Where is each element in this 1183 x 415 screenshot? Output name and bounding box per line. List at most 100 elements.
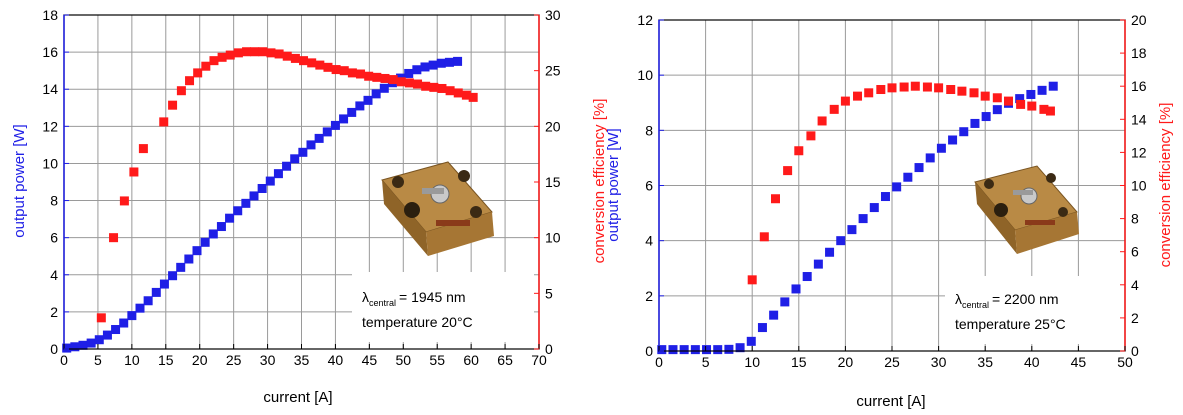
y-left-tick-label: 12 xyxy=(637,12,653,28)
efficiency-point xyxy=(453,88,463,98)
power-point xyxy=(363,95,373,105)
power-point xyxy=(746,336,756,346)
efficiency-point xyxy=(217,52,227,62)
power-point xyxy=(1026,89,1036,99)
power-point xyxy=(168,271,178,281)
y-right-tick-label: 0 xyxy=(1131,343,1139,359)
efficiency-point xyxy=(119,196,129,206)
efficiency-point xyxy=(969,88,979,98)
efficiency-series-right xyxy=(747,81,1055,285)
x-tick-label: 30 xyxy=(931,354,947,370)
y-right-tick-label: 2 xyxy=(1131,310,1139,326)
efficiency-point xyxy=(910,81,920,91)
lambda-label-left: λcentral = 1945 nm xyxy=(362,289,466,308)
efficiency-point xyxy=(339,66,349,76)
y-right-tick-label: 30 xyxy=(545,7,561,23)
x-tick-label: 30 xyxy=(260,352,276,368)
x-tick-label: 40 xyxy=(1024,354,1040,370)
efficiency-point xyxy=(957,86,967,96)
power-point xyxy=(959,127,969,137)
power-point xyxy=(657,345,667,355)
efficiency-point xyxy=(468,92,478,102)
power-point xyxy=(1015,94,1025,104)
efficiency-point xyxy=(1039,104,1049,114)
power-point xyxy=(436,58,446,68)
y-right-tick-label: 8 xyxy=(1131,211,1139,227)
efficiency-point xyxy=(887,83,897,93)
efficiency-point xyxy=(299,56,309,66)
y-left-tick-label: 10 xyxy=(637,67,653,83)
y-axis-label-right-efficiency: conversion efficiency [%] xyxy=(1157,103,1174,268)
power-point xyxy=(791,284,801,294)
efficiency-point xyxy=(1045,106,1055,116)
x-tick-label: 0 xyxy=(655,354,663,370)
efficiency-series-left xyxy=(96,47,478,323)
power-point xyxy=(914,163,924,173)
power-point xyxy=(176,262,186,272)
efficiency-point xyxy=(1027,101,1037,111)
efficiency-point xyxy=(404,78,414,88)
y-left-tick-label: 10 xyxy=(42,155,58,171)
efficiency-point xyxy=(331,65,341,75)
y-right-tick-label: 0 xyxy=(545,341,553,357)
power-point xyxy=(992,105,1002,115)
power-point xyxy=(330,120,340,130)
efficiency-point xyxy=(840,96,850,106)
efficiency-point xyxy=(109,233,119,243)
power-point xyxy=(428,60,438,70)
efficiency-point xyxy=(922,82,932,92)
temperature-label-right: temperature 25°C xyxy=(955,316,1066,332)
power-point xyxy=(78,340,88,350)
x-tick-label: 5 xyxy=(702,354,710,370)
power-series-left xyxy=(62,56,463,353)
y-left-tick-label: 4 xyxy=(645,233,653,249)
efficiency-point xyxy=(980,91,990,101)
power-point xyxy=(127,311,137,321)
efficiency-point xyxy=(747,275,757,285)
x-axis-label-left: current [A] xyxy=(263,389,332,406)
power-point xyxy=(322,127,332,137)
y-right-tick-label: 4 xyxy=(1131,277,1139,293)
y-left-tick-label: 2 xyxy=(50,304,58,320)
power-point xyxy=(86,338,96,348)
power-point xyxy=(880,192,890,202)
power-point xyxy=(282,161,292,171)
efficiency-point xyxy=(168,100,178,110)
efficiency-point xyxy=(461,90,471,100)
power-point xyxy=(135,303,145,313)
efficiency-point xyxy=(176,86,186,96)
efficiency-point xyxy=(290,53,300,63)
legend-box-right xyxy=(945,276,1125,344)
power-point xyxy=(757,323,767,333)
y-left-tick-label: 4 xyxy=(50,267,58,283)
x-tick-label: 35 xyxy=(294,352,310,368)
y-right-tick-label: 5 xyxy=(545,285,553,301)
power-point xyxy=(273,169,283,179)
x-tick-label: 40 xyxy=(328,352,344,368)
efficiency-point xyxy=(307,58,317,68)
efficiency-point xyxy=(1016,99,1026,109)
efficiency-point xyxy=(96,313,106,323)
axes-right: 0 5 10 15 20 25 30 35 40 45 5002468101202468101214… xyxy=(637,12,1146,370)
x-axis-label-right: current [A] xyxy=(856,393,925,410)
power-point xyxy=(1037,85,1047,95)
efficiency-point xyxy=(421,81,431,91)
power-point xyxy=(200,237,210,247)
efficiency-point xyxy=(429,82,439,92)
efficiency-point xyxy=(372,72,382,82)
power-point xyxy=(970,118,980,128)
efficiency-point xyxy=(853,91,863,101)
efficiency-point xyxy=(185,76,195,86)
x-tick-label: 15 xyxy=(158,352,174,368)
power-point xyxy=(355,101,365,111)
efficiency-point xyxy=(159,117,169,127)
power-point xyxy=(802,272,812,282)
y-left-tick-label: 6 xyxy=(645,178,653,194)
power-point xyxy=(903,172,913,182)
efficiency-point xyxy=(794,146,804,156)
power-point xyxy=(225,213,235,223)
x-tick-label: 50 xyxy=(1117,354,1133,370)
power-point xyxy=(981,112,991,122)
laser-module-photo-right xyxy=(974,165,1079,254)
